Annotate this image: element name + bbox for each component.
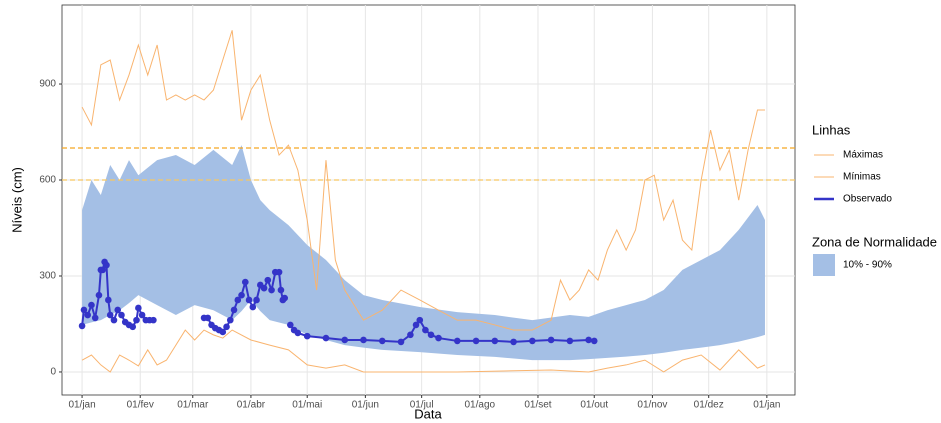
legend-label: Máximas (843, 150, 883, 161)
data-point (491, 337, 499, 345)
data-point (281, 294, 288, 302)
y-tick-label: 600 (39, 175, 56, 186)
data-point (341, 336, 349, 344)
x-tick-label: 01/jul (410, 400, 434, 411)
data-point (422, 326, 429, 334)
x-tick-label: 01/ago (465, 400, 496, 411)
data-point (264, 276, 272, 284)
data-point (135, 304, 142, 312)
data-point (95, 291, 103, 299)
x-tick-label: 01/fev (127, 400, 154, 411)
data-point (226, 316, 234, 324)
data-point (118, 311, 125, 319)
data-point (88, 301, 95, 309)
x-tick-label: 01/mar (177, 400, 209, 411)
data-point (510, 338, 517, 346)
data-point (294, 329, 302, 337)
y-tick-label: 300 (39, 271, 56, 282)
x-tick-label: 01/jan (753, 400, 780, 411)
x-tick-label: 01/set (524, 400, 551, 411)
x-tick-label: 01/mai (292, 400, 322, 411)
data-point (407, 331, 414, 339)
data-point (150, 316, 157, 324)
data-point (547, 336, 555, 344)
data-point (204, 314, 212, 322)
x-axis-title: Data (414, 406, 442, 421)
data-point (277, 286, 285, 294)
x-tick-label: 01/jan (68, 400, 95, 411)
x-tick-label: 01/jun (352, 400, 379, 411)
series-line (81, 329, 766, 373)
data-point (110, 316, 118, 324)
legend-label: 10% - 90% (843, 260, 892, 271)
y-tick-label: 900 (39, 79, 56, 90)
x-tick-label: 01/dez (694, 400, 724, 411)
data-point (238, 291, 245, 299)
x-tick-label: 01/abr (237, 400, 266, 411)
data-point (230, 306, 238, 314)
data-point (435, 334, 442, 342)
data-point (219, 328, 227, 336)
data-point (360, 336, 367, 344)
data-point (241, 278, 249, 286)
data-point (99, 266, 107, 274)
data-point (253, 296, 260, 304)
legend-title: Zona de Normalidade (812, 234, 937, 249)
x-tick-label: 01/out (580, 400, 608, 411)
data-point (472, 337, 480, 345)
data-point (529, 337, 536, 345)
legend-label: Observado (843, 194, 892, 205)
data-point (378, 337, 386, 345)
data-point (427, 331, 435, 339)
y-axis-title: Níveis (cm) (9, 167, 24, 233)
data-point (133, 316, 140, 324)
data-point (416, 316, 424, 324)
legend-title: Linhas (812, 122, 851, 137)
data-point (268, 286, 275, 294)
data-point (129, 323, 137, 331)
x-tick-label: 01/nov (637, 400, 667, 411)
plot-layer (62, 5, 795, 395)
data-point (412, 321, 420, 329)
data-point (114, 306, 122, 314)
data-point (590, 337, 598, 345)
data-point (453, 337, 461, 345)
legend-label: Mínimas (843, 172, 881, 183)
data-point (105, 296, 112, 304)
data-point (80, 306, 88, 314)
series-line (81, 30, 765, 331)
data-point (260, 284, 268, 292)
data-point (245, 296, 253, 304)
legend-key (813, 254, 835, 276)
y-tick-label: 0 (50, 367, 56, 378)
data-point (138, 311, 146, 319)
data-point (103, 261, 110, 269)
data-point (566, 337, 574, 345)
data-point (106, 311, 114, 319)
data-point (91, 314, 99, 322)
normal-band (82, 145, 765, 361)
data-point (234, 296, 242, 304)
data-point (397, 338, 405, 346)
data-point (249, 303, 257, 311)
data-point (78, 322, 86, 330)
data-point (84, 311, 92, 319)
data-point (275, 268, 283, 276)
data-point (303, 332, 311, 340)
data-point (585, 336, 592, 344)
data-point (287, 321, 294, 329)
data-point (223, 323, 230, 331)
data-point (322, 334, 330, 342)
